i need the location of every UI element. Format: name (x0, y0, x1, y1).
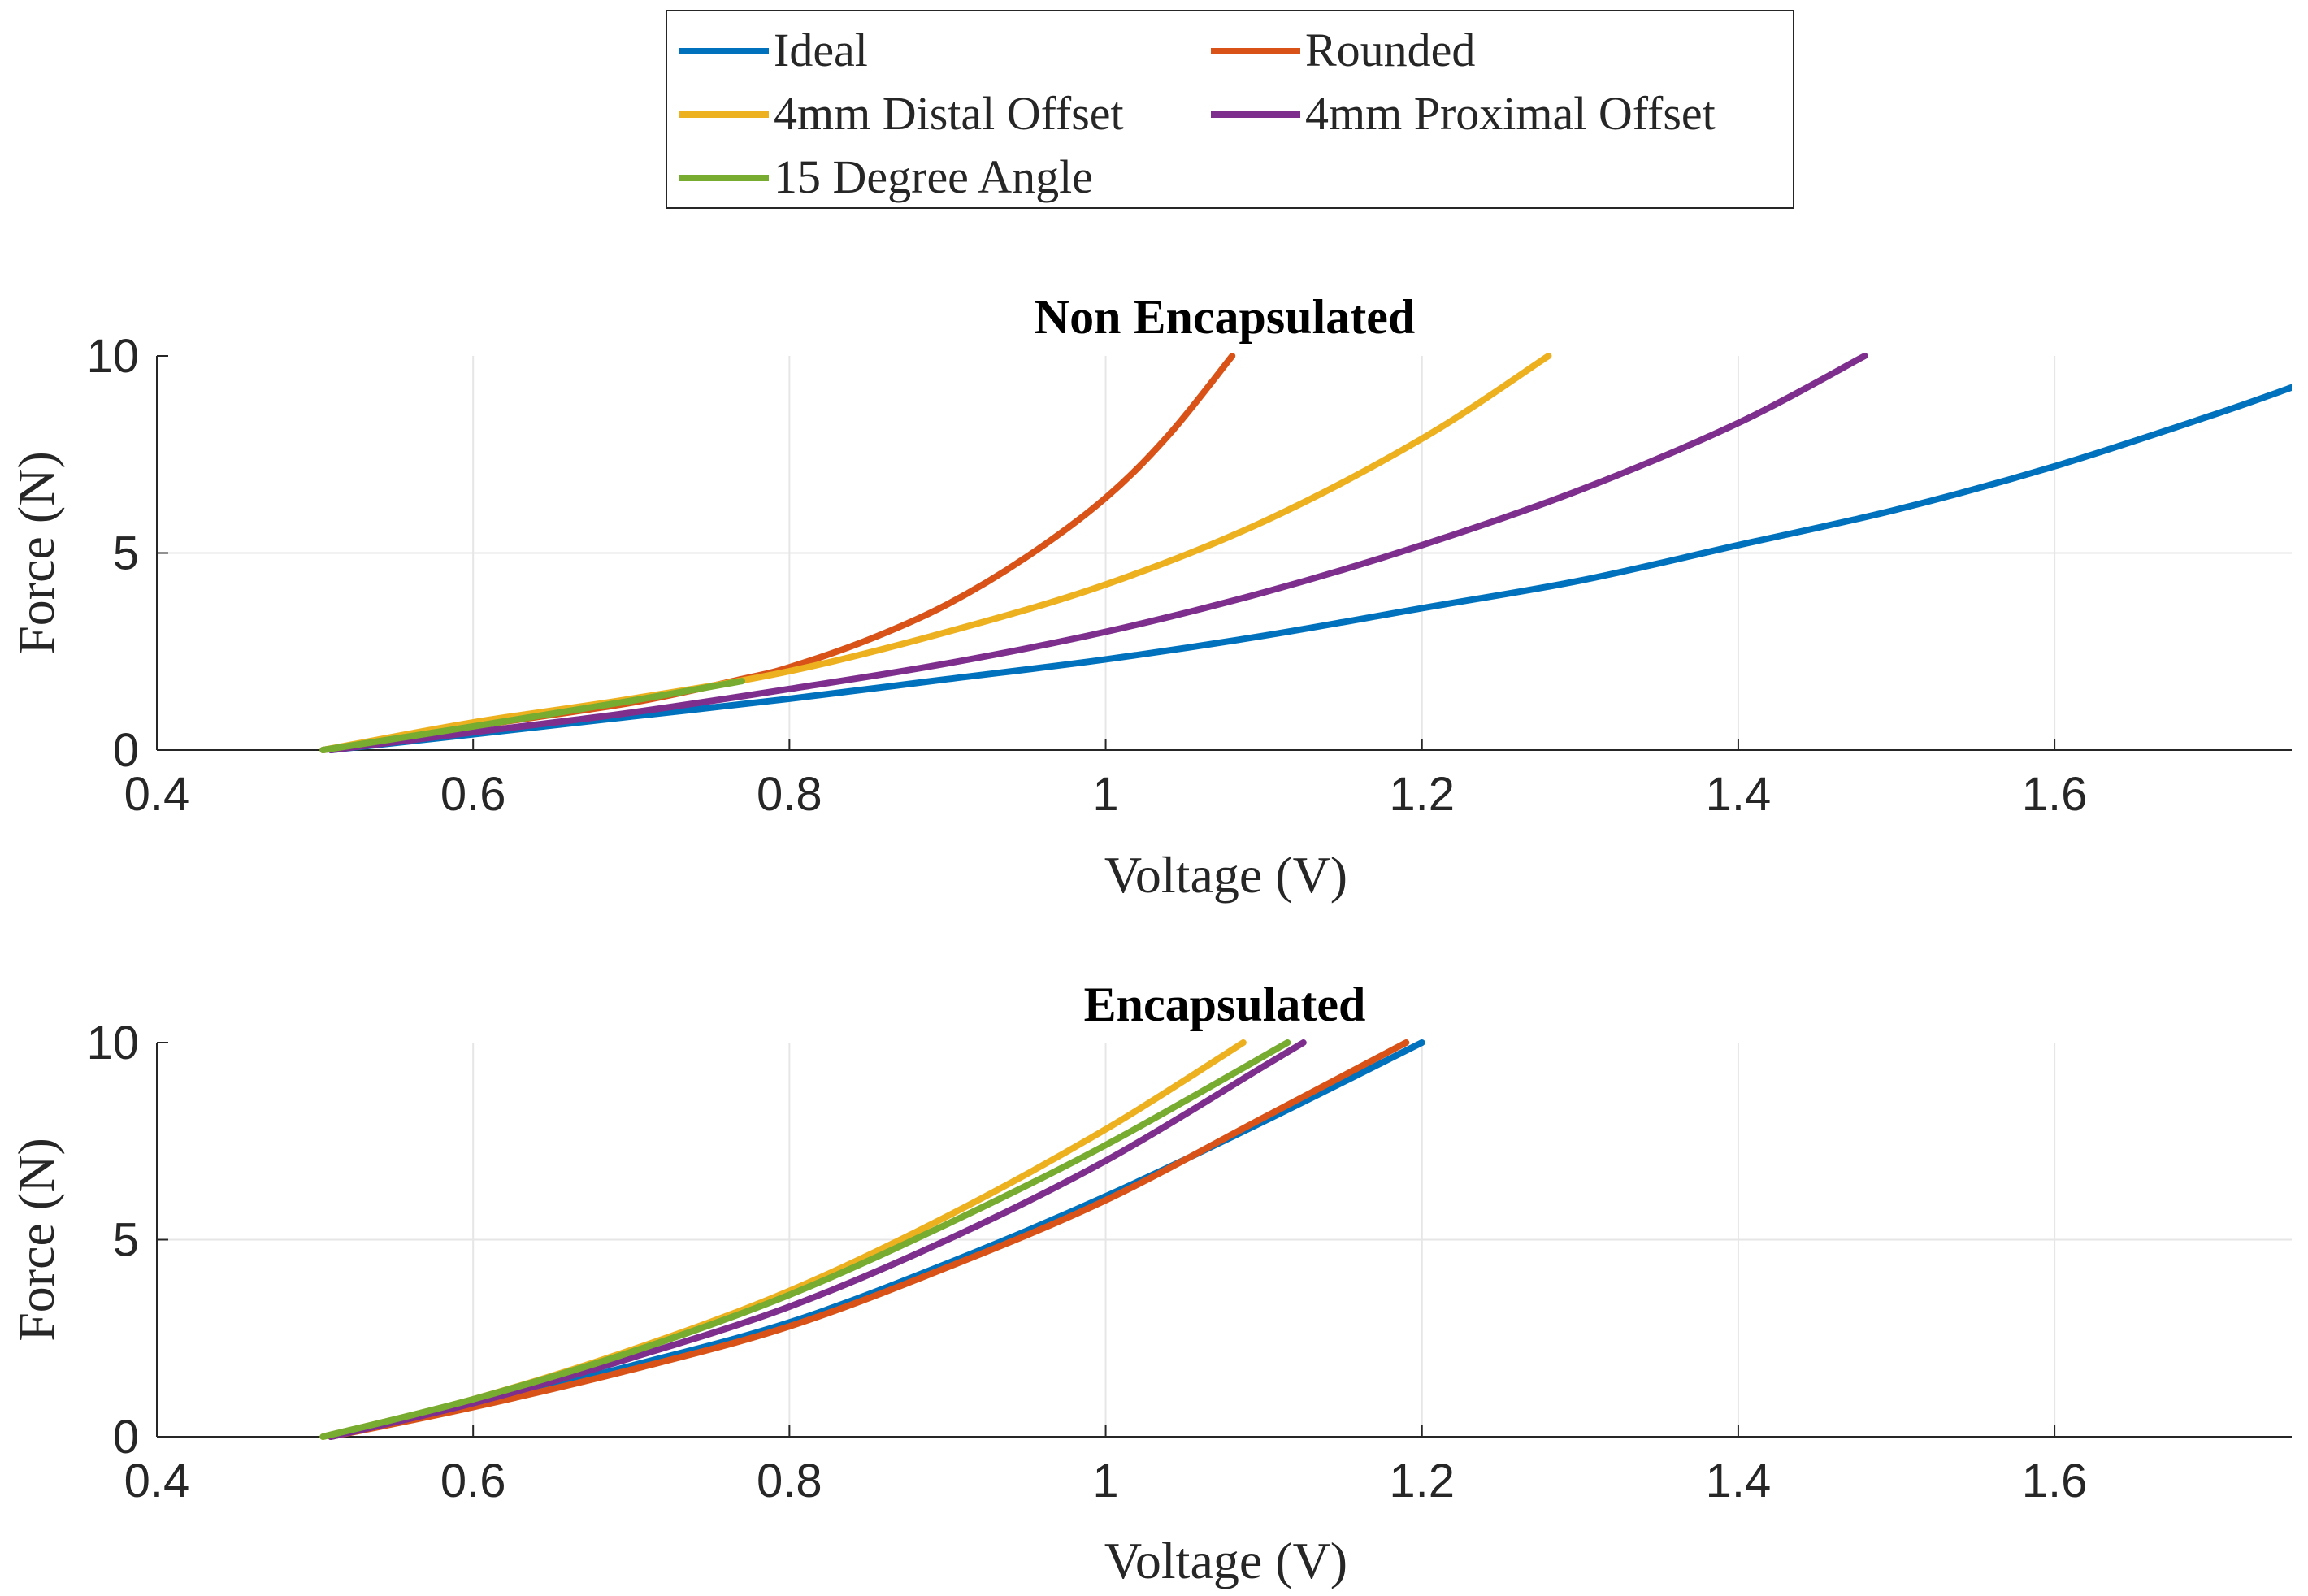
series-line-4mm-distal-offset (319, 353, 1552, 753)
x-axis-label: Voltage (V) (1104, 1532, 1347, 1589)
legend-item-ideal: Ideal (679, 24, 868, 76)
series-line-4mm-proximal-offset (328, 353, 1868, 753)
x-tick-label: 0.8 (757, 1455, 822, 1507)
x-tick-label: 1.2 (1389, 768, 1455, 821)
x-tick-label: 0.4 (124, 768, 190, 821)
series-line-rounded (328, 1039, 1410, 1440)
series-line-4mm-proximal-offset (328, 1039, 1307, 1440)
legend-box (666, 10, 1794, 209)
x-tick-label: 0.8 (757, 768, 822, 821)
x-tick-label: 1.2 (1389, 1455, 1455, 1507)
legend: Ideal Rounded 4mm Distal Offset 4mm Proxima… (666, 10, 1794, 209)
legend-label-ideal: Ideal (774, 24, 868, 76)
y-tick-label: 10 (86, 1017, 139, 1069)
x-tick-label: 0.4 (124, 1455, 190, 1507)
y-tick-label: 0 (113, 724, 139, 777)
y-tick-label: 10 (86, 330, 139, 383)
series-line-15-degree-angle (319, 1039, 1291, 1440)
y-tick-label: 0 (113, 1411, 139, 1464)
x-tick-label: 1.6 (2022, 1455, 2088, 1507)
grid (157, 356, 2292, 750)
legend-label-4mm-proximal-offset: 4mm Proximal Offset (1305, 87, 1716, 140)
legend-item-15-degree-angle: 15 Degree Angle (679, 150, 1093, 203)
series-group (319, 1039, 1425, 1440)
x-tick-label: 1.4 (1706, 768, 1772, 821)
x-tick-label: 1 (1092, 1455, 1118, 1507)
legend-label-15-degree-angle: 15 Degree Angle (774, 150, 1093, 203)
y-axis-label: Force (N) (7, 1138, 65, 1342)
legend-item-4mm-proximal-offset: 4mm Proximal Offset (1211, 87, 1716, 140)
chart-title: Non Encapsulated (1035, 290, 1415, 344)
grid (157, 1043, 2292, 1437)
x-axis-label: Voltage (V) (1104, 846, 1347, 904)
x-tick-label: 1 (1092, 768, 1118, 821)
x-tick-label: 0.6 (440, 768, 506, 821)
y-tick-label: 5 (113, 527, 139, 580)
x-tick-label: 1.4 (1706, 1455, 1772, 1507)
legend-item-4mm-distal-offset: 4mm Distal Offset (679, 87, 1124, 140)
x-tick-label: 1.6 (2022, 768, 2088, 821)
y-tick-label: 5 (113, 1214, 139, 1267)
legend-label-rounded: Rounded (1305, 24, 1475, 76)
legend-item-rounded: Rounded (1211, 24, 1475, 76)
series-group (319, 353, 2292, 753)
series-line-15-degree-angle (319, 678, 745, 753)
y-axis-label: Force (N) (7, 451, 65, 655)
chart-title: Encapsulated (1084, 978, 1366, 1031)
plot-non-encapsulated: 0.4 0.6 0.8 1 1.2 1.4 1.6 0 5 10 Non Encapsulated V… (7, 290, 2292, 904)
series-line-ideal (328, 384, 2292, 753)
x-tick-label: 0.6 (440, 1455, 506, 1507)
plot-encapsulated: 0.4 0.6 0.8 1 1.2 1.4 1.6 0 5 10 Encapsulated Volta… (7, 978, 2292, 1589)
legend-label-4mm-distal-offset: 4mm Distal Offset (774, 87, 1124, 140)
